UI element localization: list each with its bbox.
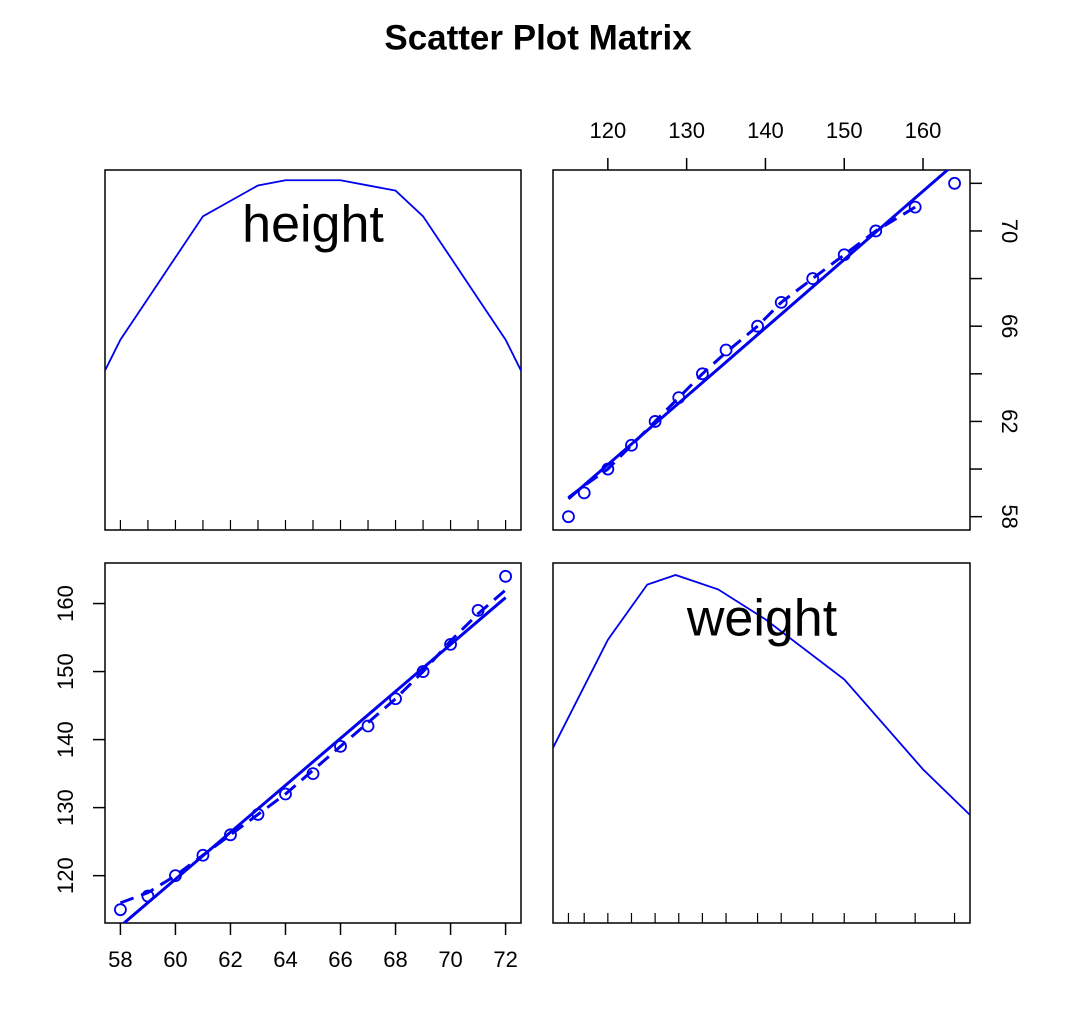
point <box>251 808 265 821</box>
density-curve <box>105 179 521 371</box>
point <box>169 869 182 883</box>
regression-line <box>567 170 950 500</box>
y-tick-label: 70 <box>997 219 1022 243</box>
x-tick-label: 68 <box>383 947 407 972</box>
point <box>306 767 320 781</box>
x-tick-label: 62 <box>218 947 242 972</box>
panel-frame <box>104 562 522 924</box>
point <box>471 603 485 617</box>
point <box>948 176 961 190</box>
x-tick-label: 70 <box>438 947 462 972</box>
panel <box>105 179 521 371</box>
x-tick-label: 60 <box>163 947 187 972</box>
point <box>141 889 155 903</box>
x-tick-label: 160 <box>905 118 942 143</box>
point <box>224 828 237 842</box>
y-tick-label: 140 <box>53 721 78 758</box>
diagonal-label: height <box>242 196 384 254</box>
x-tick-label: 64 <box>273 947 297 972</box>
panel <box>119 588 507 923</box>
point <box>672 391 686 405</box>
point <box>577 486 591 500</box>
point <box>908 200 922 214</box>
point <box>114 903 127 917</box>
panel-frame <box>552 169 971 531</box>
x-tick-label: 130 <box>668 118 705 143</box>
y-tick-label: 130 <box>53 789 78 826</box>
chart-title: Scatter Plot Matrix <box>384 18 692 57</box>
point <box>334 740 347 753</box>
density-curve <box>553 574 970 816</box>
point <box>806 272 820 285</box>
x-tick-label: 150 <box>826 118 863 143</box>
y-tick-label: 62 <box>997 409 1022 433</box>
point <box>389 692 402 706</box>
y-tick-label: 66 <box>997 314 1022 338</box>
point <box>196 848 210 862</box>
diagonal-label: weight <box>686 590 838 648</box>
point <box>499 569 512 583</box>
point <box>648 415 662 428</box>
y-tick-label: 160 <box>53 585 78 622</box>
point <box>837 248 851 262</box>
x-tick-label: 72 <box>493 947 517 972</box>
point <box>416 665 430 678</box>
panel <box>553 574 970 816</box>
y-tick-label: 120 <box>53 857 78 894</box>
point <box>751 319 764 333</box>
y-tick-label: 58 <box>997 504 1022 528</box>
x-tick-label: 58 <box>108 947 132 972</box>
regression-line <box>121 596 507 923</box>
panel-frame <box>552 562 971 924</box>
point <box>625 438 638 452</box>
point <box>361 719 375 733</box>
point <box>774 295 788 309</box>
point <box>696 367 709 381</box>
point <box>279 787 292 801</box>
point <box>601 462 615 476</box>
x-tick-label: 66 <box>328 947 352 972</box>
smooth-line <box>119 588 507 905</box>
y-tick-label: 150 <box>53 653 78 690</box>
point <box>444 637 457 651</box>
point <box>869 224 883 238</box>
x-tick-label: 120 <box>589 118 626 143</box>
point <box>562 510 575 524</box>
point <box>719 343 733 357</box>
x-tick-label: 140 <box>747 118 784 143</box>
